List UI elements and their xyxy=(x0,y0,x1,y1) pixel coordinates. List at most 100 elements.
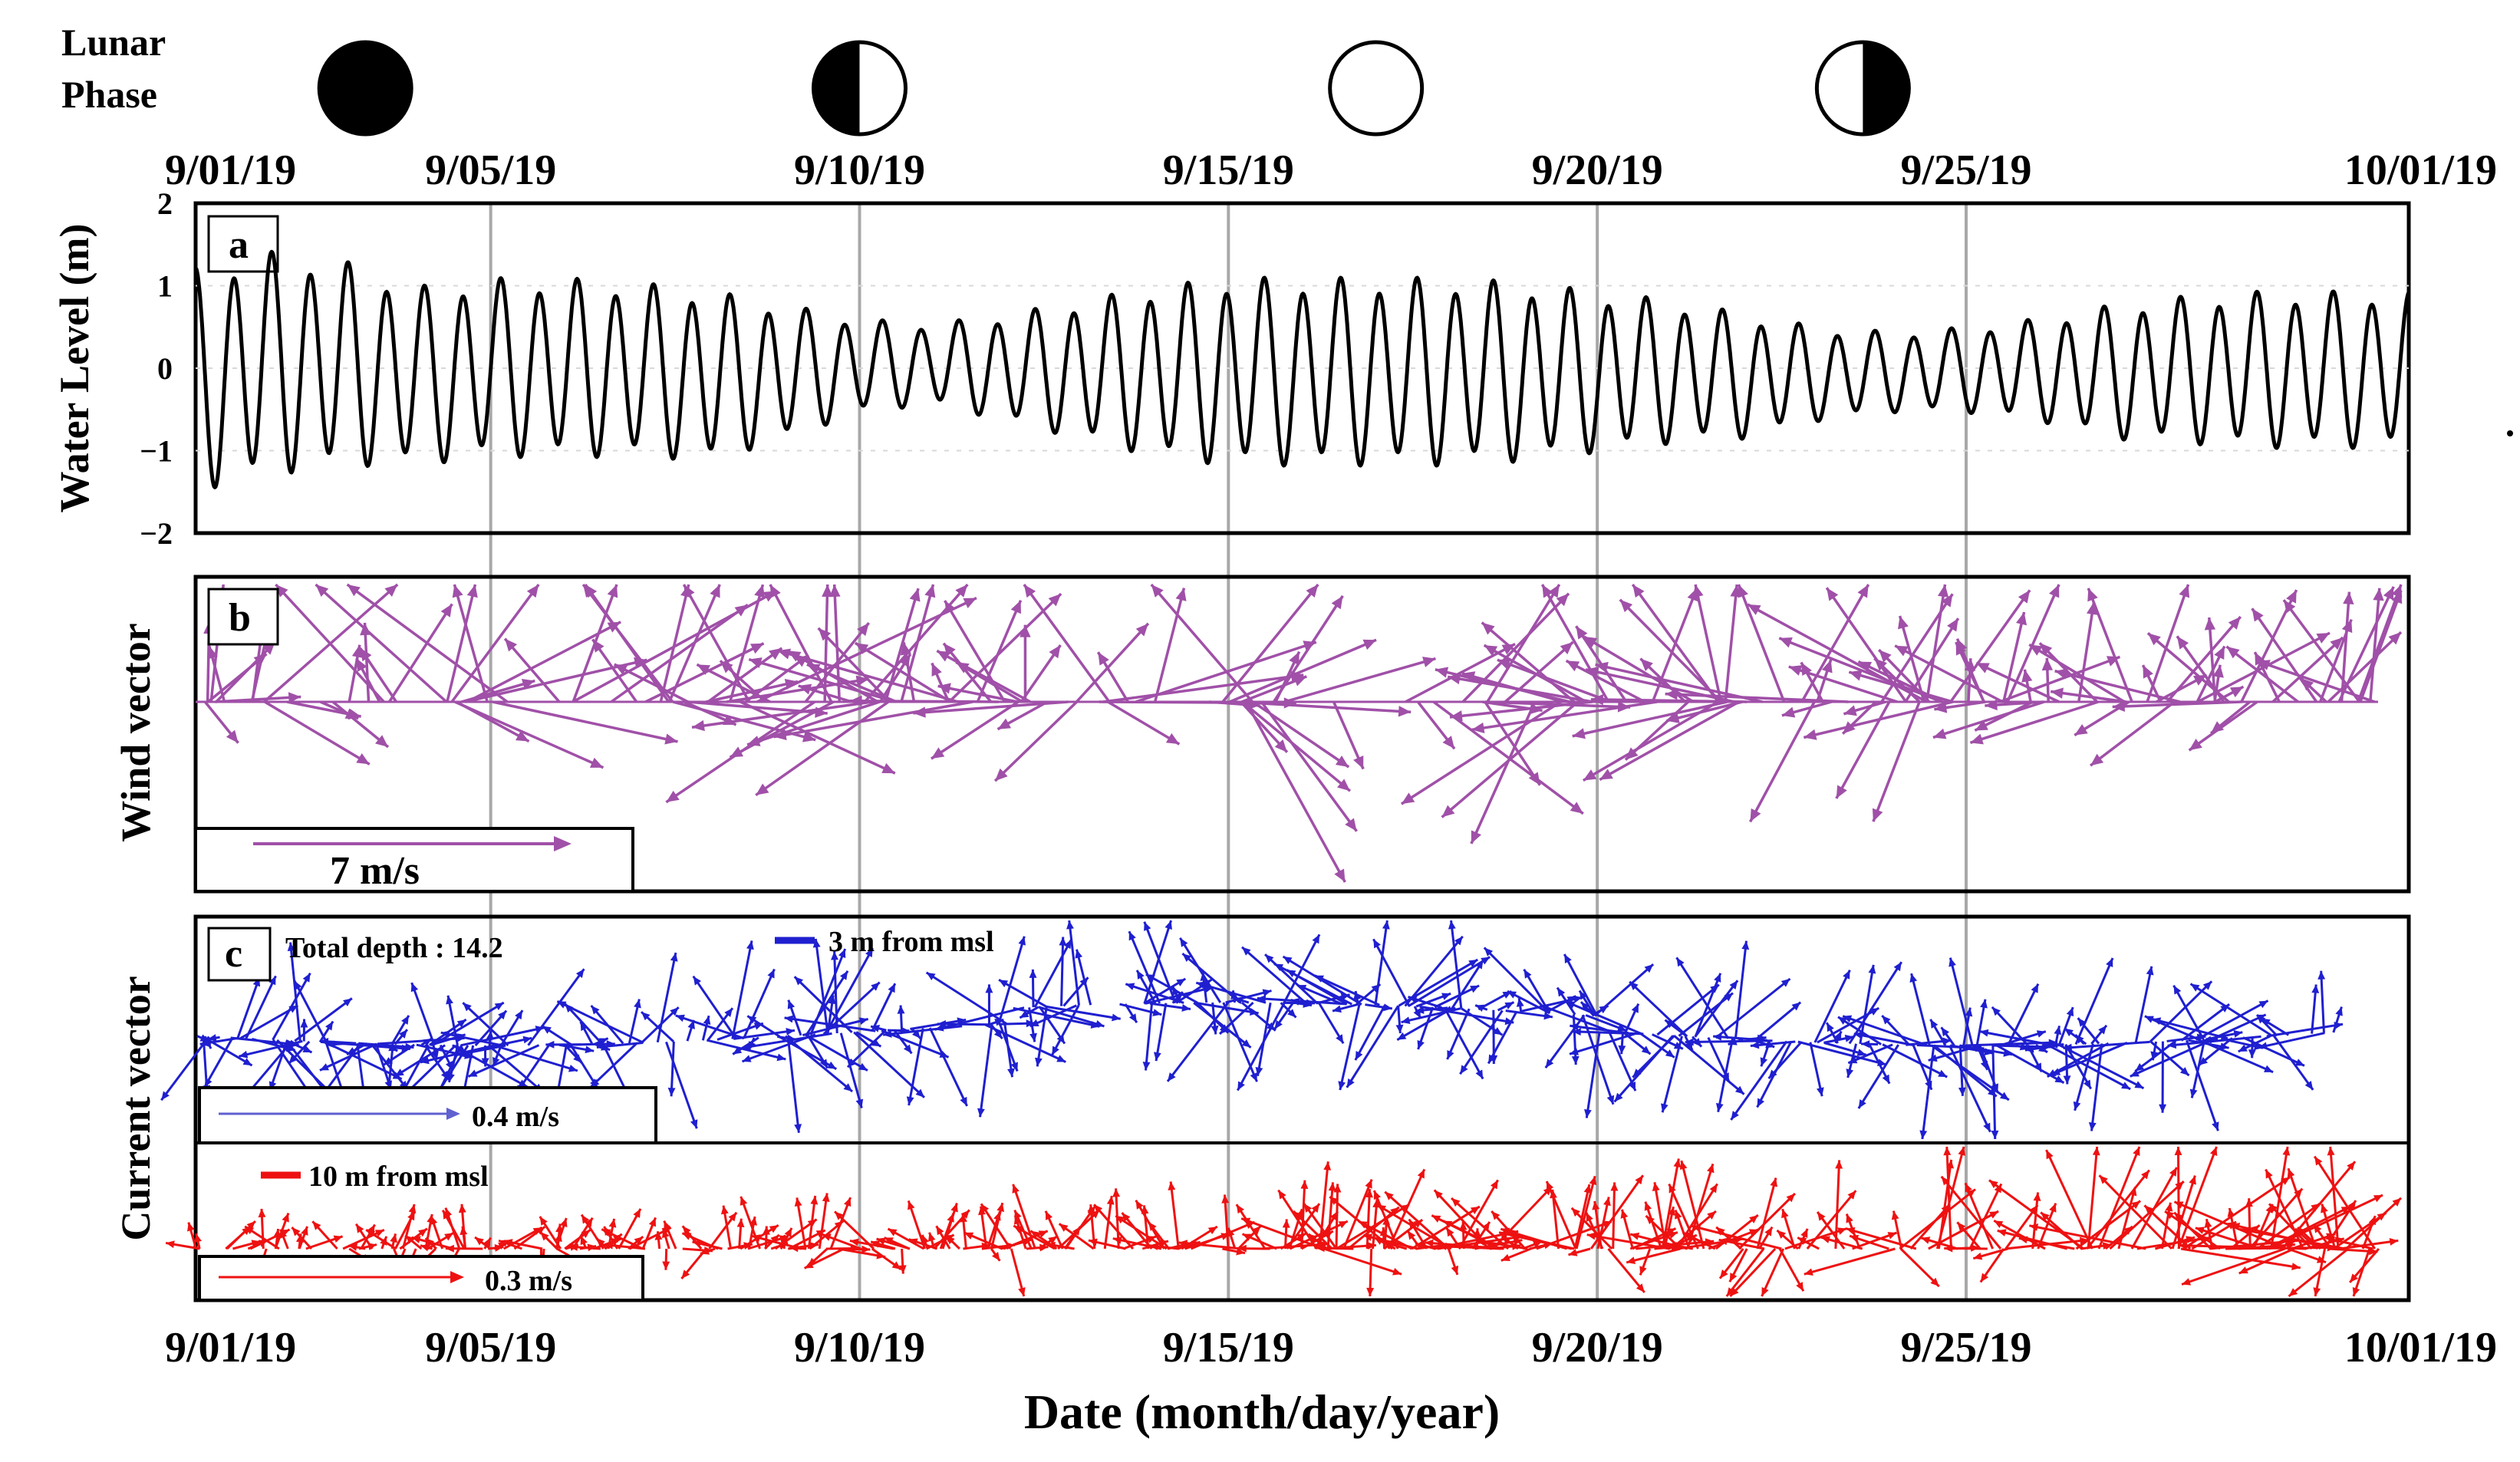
vector-head xyxy=(1090,1021,1100,1029)
vector-shaft xyxy=(1051,1005,1080,1056)
bottom-date-label: 9/20/19 xyxy=(1532,1324,1663,1371)
vector-head xyxy=(2350,1273,2359,1283)
vector-shaft xyxy=(450,583,540,703)
vector-head xyxy=(700,1247,710,1255)
vector-head xyxy=(1566,1001,1576,1009)
vector-head xyxy=(1568,1249,1578,1256)
vector-head xyxy=(2054,668,2068,680)
vector-head xyxy=(855,1098,864,1108)
vector-shaft xyxy=(2369,588,2381,703)
vector-head xyxy=(1265,954,1274,963)
vector-head xyxy=(2051,1068,2061,1075)
vector-shaft xyxy=(2047,1043,2131,1091)
vector-head xyxy=(1641,1045,1651,1055)
vector-head xyxy=(891,1261,901,1269)
vector-head xyxy=(839,970,848,980)
vector-shaft xyxy=(2340,1239,2399,1250)
vector-head xyxy=(1128,931,1136,941)
vector-head xyxy=(498,1010,507,1020)
vector-shaft xyxy=(245,975,277,1039)
vector-head xyxy=(2190,983,2200,992)
vector-shaft xyxy=(1046,1005,1121,1020)
vector-shaft xyxy=(1155,1003,1168,1062)
panel-c-ylabel: Current vector xyxy=(113,976,159,1240)
vector-head xyxy=(1274,1019,1283,1029)
vector-shaft xyxy=(1461,672,1564,703)
vector-head xyxy=(1546,1181,1554,1191)
vector-head xyxy=(2144,1016,2154,1023)
vector-head xyxy=(2189,739,2202,751)
vector-head xyxy=(1098,652,1109,666)
vector-head xyxy=(1586,667,1599,678)
vector-head xyxy=(2051,687,2064,699)
vector-shaft xyxy=(1283,934,1321,1004)
vector-shaft xyxy=(1882,1043,1948,1078)
vector-head xyxy=(2212,664,2224,678)
legend-3m-label: 3 m from msl xyxy=(828,926,994,958)
vector-head xyxy=(1461,671,1476,683)
vector-head xyxy=(1311,1204,1319,1213)
vector-head xyxy=(960,1096,967,1106)
vector-head xyxy=(1135,1200,1144,1210)
vector-head xyxy=(282,1213,289,1223)
vector-head xyxy=(1665,689,1678,700)
vector-shaft xyxy=(1968,1183,2003,1250)
vector-shaft xyxy=(2182,1176,2291,1250)
vector-shaft xyxy=(263,583,399,703)
vector-head xyxy=(245,1226,255,1235)
panel-a-y-ticks: 2 1 0 −1 −2 xyxy=(140,186,2409,551)
vector-shaft xyxy=(1965,1041,2057,1047)
vector-shaft xyxy=(1411,1205,1481,1250)
vector-head xyxy=(1556,593,1570,607)
vector-shaft xyxy=(641,1006,680,1044)
vector-head xyxy=(2229,687,2244,698)
vector-shaft xyxy=(853,1031,925,1098)
vector-shaft xyxy=(1487,1010,1518,1065)
vector-head xyxy=(2174,1201,2184,1209)
vector-head xyxy=(1374,1237,1384,1245)
vector-head xyxy=(2106,957,2113,968)
vector-head xyxy=(1454,936,1463,946)
vector-shaft xyxy=(1128,930,1161,1004)
vector-head xyxy=(1693,1038,1702,1047)
vector-head xyxy=(2316,633,2331,644)
vector-head xyxy=(1645,1216,1655,1225)
vector-shaft xyxy=(746,700,881,746)
vector-head xyxy=(2288,1288,2298,1296)
vector-head xyxy=(1652,1182,1660,1191)
vector-head xyxy=(2204,1219,2212,1228)
vector-head xyxy=(1422,657,1436,667)
vector-head xyxy=(1475,1069,1484,1079)
vector-head xyxy=(613,1233,622,1243)
vector-head xyxy=(1241,1039,1251,1048)
vector-shaft xyxy=(2007,983,2040,1046)
vector-head xyxy=(1135,623,1148,637)
vector-head xyxy=(2330,637,2344,650)
vector-head xyxy=(1500,1253,1510,1262)
vector-shaft xyxy=(824,947,875,1035)
vector-shaft xyxy=(731,940,753,1039)
vector-head xyxy=(1274,963,1284,971)
vector-shaft xyxy=(2077,601,2096,703)
vector-head xyxy=(2165,1202,2173,1212)
vector-head xyxy=(1353,991,1362,1000)
vector-head xyxy=(1804,729,1817,740)
vector-shaft xyxy=(1872,701,1921,822)
vector-shaft xyxy=(936,649,1031,703)
vector-shaft xyxy=(741,1033,816,1063)
vector-head xyxy=(1965,1183,1972,1193)
vector-shaft xyxy=(2268,1203,2313,1250)
vector-head xyxy=(1168,1181,1176,1190)
vector-head xyxy=(865,948,873,958)
panel-c-current: c Total depth : 14.2 3 m from msl 10 m f… xyxy=(113,914,2411,1302)
vector-head xyxy=(1757,1098,1765,1108)
vector-head xyxy=(2087,588,2098,602)
vector-shaft xyxy=(1339,1004,1361,1091)
vector-head xyxy=(1874,658,1887,671)
vector-head xyxy=(2214,646,2225,660)
vector-head xyxy=(784,1015,794,1023)
vector-head xyxy=(1334,868,1346,882)
vector-shaft xyxy=(769,584,833,703)
vector-head xyxy=(1481,622,1495,635)
vector-shaft xyxy=(1484,701,1541,786)
